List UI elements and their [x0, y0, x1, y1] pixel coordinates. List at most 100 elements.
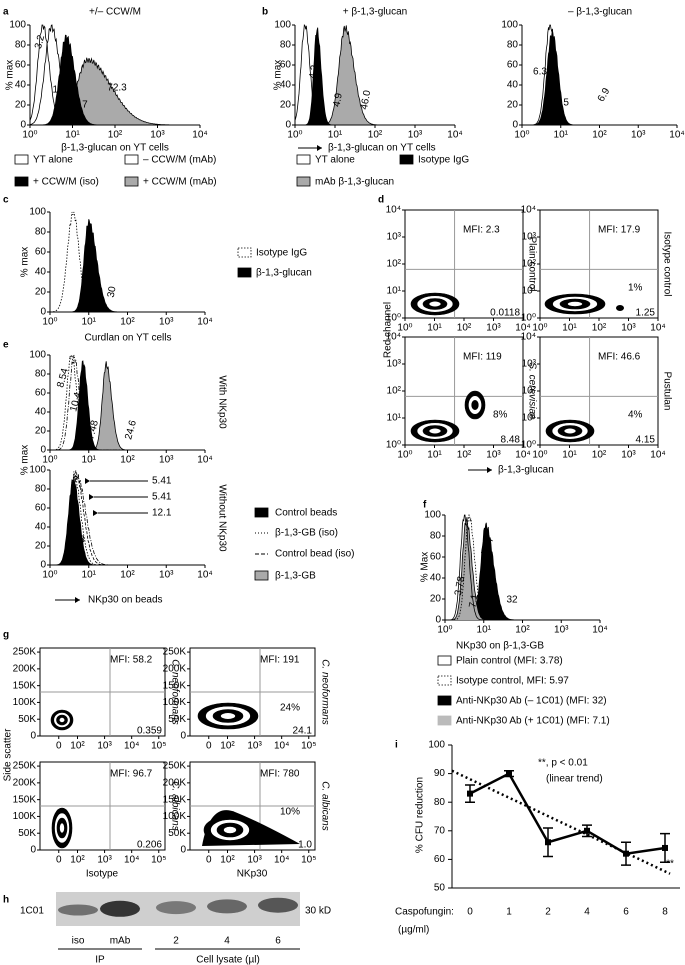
x-tick-label: 10³: [631, 130, 646, 141]
trend-line: [451, 769, 671, 875]
x-tick-label: 10⁴: [447, 130, 462, 141]
label: 3.2: [33, 33, 47, 50]
y-tick-label: 10²: [387, 259, 402, 270]
label: MFI: 17.9: [598, 225, 641, 236]
arrow-head: [487, 467, 492, 473]
lane-label: 4: [224, 936, 230, 947]
x-tick-label: 10¹: [328, 130, 343, 141]
x-tick-label: 10⁰: [42, 455, 57, 466]
label: 1.25: [636, 308, 656, 319]
plot-label: Pustulan: [661, 372, 672, 411]
x-axis-label: β-1,3-glucan on YT cells: [328, 143, 436, 154]
x-tick-label: 10³: [159, 317, 174, 328]
histogram: [522, 24, 677, 126]
legend-label: β-1,3-GB (iso): [275, 528, 338, 539]
x-axis-label: NKp30 on beads: [88, 595, 163, 606]
y-tick-label: 0: [30, 845, 36, 856]
y-tick-label: 50: [434, 883, 446, 894]
y-tick-label: 80: [507, 40, 519, 51]
label: 24.1: [293, 726, 313, 737]
x-tick-label: 10⁰: [287, 130, 302, 141]
x-tick-label: 10¹: [82, 570, 97, 581]
y-tick-label: 100: [428, 740, 445, 751]
x-tick-label: 10³: [621, 450, 636, 461]
y-tick-label: 20: [35, 426, 47, 437]
y-tick-label: 60: [35, 503, 47, 514]
panel-letter: i: [395, 740, 398, 751]
y-tick-label: 100: [29, 465, 46, 476]
x-tick-label: 10³: [486, 450, 501, 461]
x-tick-label: 10²: [70, 855, 85, 866]
label: 24.6: [123, 419, 139, 441]
x-tick-label: 10⁰: [397, 323, 412, 334]
data-point: [662, 844, 668, 851]
group-label: Cell lysate (µl): [196, 955, 260, 965]
x-tick-label: 10⁵: [151, 741, 166, 752]
lane-label: 2: [173, 936, 179, 947]
x-tick-label: 10³: [150, 130, 165, 141]
x-tick-label: 10¹: [477, 625, 492, 636]
x-tick-label: 0: [467, 907, 473, 918]
y-tick-label: 50K: [168, 828, 186, 839]
label: 0.359: [137, 726, 162, 737]
contour: [220, 712, 236, 720]
contour: [471, 400, 479, 410]
data-point: [545, 839, 551, 846]
x-tick-label: 10³: [97, 855, 112, 866]
data-point: [623, 850, 629, 857]
y-tick-label: 0: [180, 731, 186, 742]
y-tick-label: 60: [35, 247, 47, 258]
x-axis-label: β-1,3-glucan on YT cells: [61, 143, 169, 154]
data-line: [469, 771, 666, 855]
label: MFI: 46.6: [598, 352, 641, 363]
y-tick-label: 20: [430, 594, 442, 605]
legend-swatch: [296, 154, 311, 165]
x-tick-label: 10¹: [65, 130, 80, 141]
label: 5.41: [152, 476, 172, 487]
legend-swatch: [254, 507, 269, 518]
x-tick-label: 10³: [159, 455, 174, 466]
arrow-head: [93, 510, 98, 516]
y-tick-label: 80: [434, 797, 446, 808]
y-tick-label: 250K: [13, 761, 37, 772]
arrow-head: [75, 597, 80, 603]
legend-label: Isotype IgG: [418, 155, 469, 166]
x-tick-label: 10⁴: [592, 625, 607, 636]
x-tick-label: 10⁴: [197, 570, 212, 581]
x-axis-label: NKp30 on β-1,3-GB: [456, 641, 544, 652]
y-tick-label: 250K: [163, 647, 187, 658]
x-tick-label: 10³: [621, 323, 636, 334]
label: MFI: 119: [463, 352, 502, 363]
x-tick-label: 10⁰: [22, 130, 37, 141]
y-tick-label: 20: [280, 100, 292, 111]
histogram: [294, 23, 455, 126]
plot-label: C. neoformans: [319, 659, 330, 725]
x-tick-label: 0: [56, 855, 62, 866]
blot-band: [156, 901, 196, 915]
plot-label: S. cerevisiae: [526, 362, 537, 420]
legend-label: Control beads: [275, 508, 337, 519]
data-point: [584, 827, 590, 834]
panel-title: +/– CCW/M: [89, 7, 141, 18]
legend-label: Isotype IgG: [256, 248, 307, 259]
y-tick-label: 60: [507, 60, 519, 71]
label: 5.41: [152, 492, 172, 503]
data-point: [506, 770, 512, 777]
legend-label: Isotype control, MFI: 5.97: [456, 676, 569, 687]
y-tick-label: 20: [507, 100, 519, 111]
y-tick-label: 80: [35, 369, 47, 380]
contour: [223, 826, 237, 834]
y-tick-label: 60: [434, 854, 446, 865]
x-tick-label: 10⁰: [532, 450, 547, 461]
y-tick-label: 100: [424, 510, 441, 521]
contour: [58, 717, 66, 723]
panel-letter: f: [423, 500, 427, 511]
label: 7.1: [468, 593, 481, 609]
y-tick-label: 80: [280, 40, 292, 51]
y-tick-label: 60: [430, 552, 442, 563]
plot-label: Plain control: [526, 236, 537, 291]
x-tick-label: 10⁵: [301, 741, 316, 752]
x-tick-label: 10⁴: [274, 855, 289, 866]
legend-label: YT alone: [33, 155, 73, 166]
